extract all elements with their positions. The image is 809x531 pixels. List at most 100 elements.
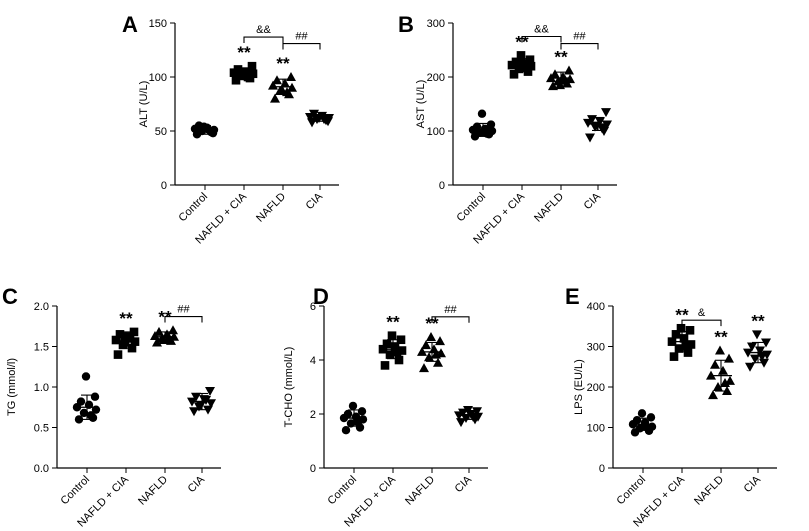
- data-point: [686, 340, 696, 349]
- data-point: [341, 426, 351, 435]
- data-point: [392, 347, 402, 357]
- data-point: [357, 407, 367, 416]
- data-point: [720, 377, 730, 387]
- data-point: [397, 346, 407, 355]
- data-point: [86, 411, 96, 420]
- y-tick-label: 300: [427, 18, 445, 30]
- data-point: [463, 405, 473, 415]
- data-point: [380, 361, 390, 370]
- data-point: [564, 65, 574, 75]
- data-point: [456, 418, 466, 428]
- comparison-bracket: [681, 319, 722, 327]
- comparison-label: ##: [573, 31, 586, 43]
- panel-letter: E: [565, 284, 580, 309]
- data-point: [191, 392, 201, 402]
- comparison-bracket: [431, 316, 470, 323]
- data-point: [710, 359, 720, 369]
- data-point: [231, 75, 241, 85]
- data-point: [683, 348, 693, 357]
- data-point: [238, 70, 248, 80]
- y-tick-label: 1.5: [34, 342, 49, 354]
- data-point: [346, 419, 356, 428]
- y-axis-label: AST (U/L): [415, 80, 427, 129]
- data-point: [435, 336, 445, 346]
- comparison-bracket: [164, 315, 203, 323]
- data-point: [152, 337, 162, 347]
- significance-label: **: [675, 305, 689, 324]
- y-tick-label: 4: [310, 355, 316, 367]
- data-point: [674, 344, 684, 353]
- y-axis-label: ALT (U/L): [138, 81, 150, 128]
- data-point: [130, 337, 140, 346]
- y-axis-label: LPS (EU/L): [573, 359, 585, 415]
- data-point: [319, 115, 329, 125]
- comparison-label: ##: [295, 31, 308, 43]
- data-point: [385, 350, 395, 359]
- data-point: [382, 339, 392, 349]
- data-point: [168, 325, 178, 335]
- y-tick-label: 0: [599, 463, 605, 475]
- comparison-label: &: [698, 307, 706, 319]
- data-point: [125, 334, 135, 343]
- data-point: [343, 409, 353, 419]
- data-point: [747, 342, 757, 352]
- data-point: [113, 350, 123, 359]
- x-tick-label: CIA: [582, 190, 604, 212]
- y-tick-label: 100: [427, 126, 445, 138]
- data-point: [472, 122, 482, 131]
- panel-letter: A: [122, 12, 138, 37]
- data-point: [681, 342, 691, 351]
- panel-letter: D: [313, 284, 329, 309]
- panel-letter: B: [398, 12, 414, 37]
- data-point: [472, 407, 482, 417]
- data-point: [431, 349, 441, 359]
- data-point: [548, 81, 558, 91]
- data-point: [669, 352, 679, 361]
- x-tick-label: CIA: [304, 190, 326, 212]
- significance-label: **: [119, 309, 133, 328]
- data-point: [270, 93, 280, 103]
- data-point: [715, 345, 725, 355]
- comparison-label: &&: [256, 24, 271, 36]
- y-tick-label: 150: [149, 18, 167, 30]
- data-point: [243, 72, 253, 82]
- data-point: [394, 355, 404, 365]
- data-point: [90, 392, 100, 401]
- significance-label: **: [554, 48, 568, 67]
- data-point: [353, 417, 363, 427]
- data-point: [348, 401, 358, 411]
- data-point: [516, 51, 526, 60]
- data-point: [521, 62, 531, 72]
- y-tick-label: 2: [310, 409, 316, 421]
- data-point: [74, 415, 84, 424]
- data-point: [482, 129, 492, 138]
- data-point: [390, 342, 400, 351]
- comparison-label: ##: [444, 304, 457, 316]
- data-point: [676, 323, 686, 333]
- y-tick-label: 0.5: [34, 423, 49, 435]
- x-tick-label: CIA: [742, 473, 764, 495]
- y-tick-label: 200: [427, 72, 445, 84]
- y-tick-label: 400: [587, 301, 605, 313]
- data-point: [632, 416, 642, 425]
- data-point: [205, 387, 215, 397]
- data-point: [602, 120, 612, 130]
- significance-label: **: [751, 311, 765, 330]
- y-tick-label: 300: [587, 342, 605, 354]
- data-point: [514, 64, 524, 74]
- y-tick-label: 200: [587, 382, 605, 394]
- data-point: [511, 57, 521, 67]
- data-point: [761, 338, 771, 348]
- data-point: [426, 332, 436, 342]
- y-axis-label: T-CHO (mmol/L): [283, 347, 295, 428]
- x-tick-label: NAFLD: [403, 474, 437, 508]
- y-axis-label: TG (mmol/l): [6, 358, 18, 416]
- data-point: [679, 334, 689, 343]
- x-tick-label: Control: [615, 474, 649, 508]
- comparison-bracket: [282, 42, 321, 50]
- data-point: [757, 352, 767, 362]
